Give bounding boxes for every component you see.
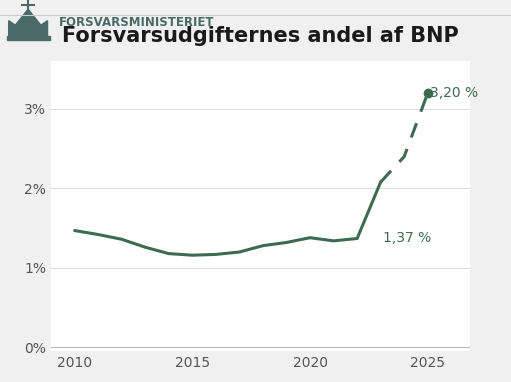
Bar bbox=[7, 36, 50, 40]
Polygon shape bbox=[9, 9, 48, 36]
Text: 1,37 %: 1,37 % bbox=[383, 231, 431, 246]
Text: FORSVARSMINISTERIET: FORSVARSMINISTERIET bbox=[59, 16, 214, 29]
Title: Forsvarsudgifternes andel af BNP: Forsvarsudgifternes andel af BNP bbox=[62, 26, 459, 46]
Text: 3,20 %: 3,20 % bbox=[430, 86, 478, 100]
